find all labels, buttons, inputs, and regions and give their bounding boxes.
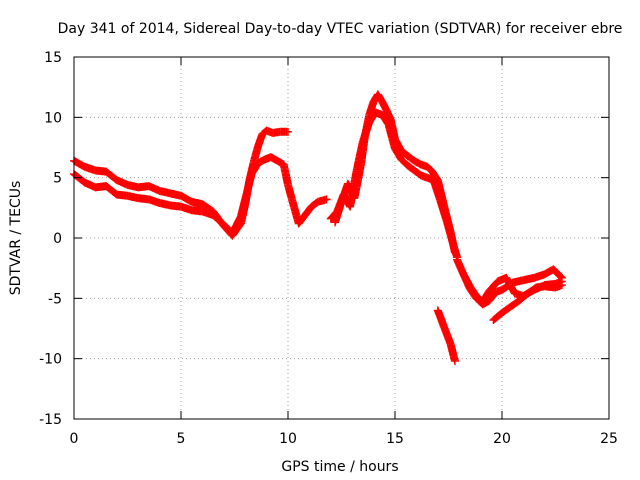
series-track-g bbox=[489, 281, 566, 325]
data-point-trail bbox=[114, 176, 131, 189]
data-point-trail bbox=[167, 189, 184, 200]
x-tick-label: 5 bbox=[177, 431, 186, 447]
data-point-trail bbox=[284, 182, 296, 204]
data-point-trail bbox=[418, 160, 430, 171]
data-point-trail bbox=[352, 138, 367, 175]
data-point-trail bbox=[280, 161, 292, 188]
data-point-trail bbox=[404, 152, 418, 164]
data-point-trail bbox=[276, 127, 291, 136]
data-point-trail bbox=[552, 281, 565, 291]
data-point-trail bbox=[453, 256, 465, 273]
data-point-trail bbox=[398, 156, 411, 169]
x-tick-label: 20 bbox=[493, 431, 511, 447]
data-point-trail bbox=[436, 196, 450, 223]
tick-layer: 0 5 10 15 20 25 -15 -10 -5 0 5 10 15 bbox=[39, 50, 618, 447]
data-point-trail bbox=[378, 98, 390, 113]
data-point-trail bbox=[383, 107, 395, 123]
data-point-trail bbox=[259, 127, 270, 138]
data-point-trail bbox=[295, 212, 309, 227]
data-point-trail bbox=[503, 275, 519, 297]
data-point-trail bbox=[411, 167, 424, 179]
data-point-trail bbox=[460, 271, 474, 290]
data-point-trail bbox=[315, 195, 330, 206]
data-layer bbox=[70, 90, 566, 366]
data-point-trail bbox=[146, 182, 163, 195]
x-axis-label: GPS time / hours bbox=[281, 459, 398, 475]
data-point-trail bbox=[490, 309, 505, 324]
y-tick-label: 5 bbox=[53, 171, 62, 187]
data-point-trail bbox=[199, 207, 216, 219]
data-point-trail bbox=[189, 198, 206, 208]
data-point-trail bbox=[411, 157, 424, 168]
data-point-trail bbox=[308, 198, 321, 210]
data-point-trail bbox=[103, 168, 120, 184]
data-point-trail bbox=[404, 162, 418, 174]
data-point-trail bbox=[365, 99, 378, 118]
y-tick-label: 15 bbox=[44, 50, 62, 66]
data-point-trail bbox=[103, 183, 120, 198]
y-axis-label: SDTVAR / TECUs bbox=[8, 181, 24, 296]
y-tick-label: -10 bbox=[39, 352, 62, 368]
data-point-trail bbox=[424, 174, 437, 184]
data-point-trail bbox=[255, 156, 268, 167]
data-point-trail bbox=[440, 324, 455, 347]
data-point-trail bbox=[398, 147, 411, 160]
data-point-trail bbox=[428, 167, 441, 183]
data-point-trail bbox=[516, 290, 531, 304]
data-point-trail bbox=[466, 283, 480, 299]
data-point-trail bbox=[430, 177, 444, 202]
x-tick-label: 10 bbox=[279, 431, 297, 447]
data-point-trail bbox=[254, 131, 266, 149]
data-point-trail bbox=[241, 171, 256, 202]
data-point-trail bbox=[418, 171, 430, 182]
series-track-h bbox=[433, 306, 459, 366]
data-point-trail bbox=[434, 307, 448, 330]
data-point-trail bbox=[210, 212, 227, 228]
data-point-trail bbox=[373, 109, 385, 119]
data-point-trail bbox=[531, 270, 548, 282]
data-point-trail bbox=[301, 203, 315, 218]
data-point-trail bbox=[327, 208, 341, 222]
y-tick-label: -15 bbox=[39, 412, 62, 428]
data-point-trail bbox=[447, 341, 459, 364]
data-point-trail bbox=[507, 297, 522, 310]
data-point-trail bbox=[550, 266, 565, 281]
data-point-trail bbox=[237, 196, 249, 219]
data-point-trail bbox=[492, 286, 505, 296]
data-point-trail bbox=[92, 166, 109, 176]
data-point-trail bbox=[385, 122, 399, 152]
data-point-trail bbox=[359, 119, 373, 145]
data-point-trail bbox=[178, 192, 195, 206]
data-point-trail bbox=[499, 303, 514, 316]
series-track-b bbox=[70, 153, 331, 238]
chart-title: Day 341 of 2014, Sidereal Day-to-day VTE… bbox=[58, 21, 623, 37]
data-point-trail bbox=[442, 217, 457, 246]
y-tick-label: -5 bbox=[48, 291, 62, 307]
data-point-trail bbox=[346, 169, 361, 210]
data-point-trail bbox=[248, 160, 262, 177]
y-tick-label: 0 bbox=[53, 231, 62, 247]
data-point-trail bbox=[424, 163, 435, 174]
data-point-trail bbox=[268, 153, 280, 164]
y-tick-label: 10 bbox=[44, 110, 62, 126]
x-tick-label: 15 bbox=[386, 431, 404, 447]
data-point-trail bbox=[274, 157, 287, 168]
data-point-trail bbox=[486, 278, 501, 294]
data-point-trail bbox=[250, 143, 262, 165]
data-point-trail bbox=[71, 157, 88, 171]
grid-layer bbox=[74, 57, 609, 419]
data-point-trail bbox=[229, 213, 245, 236]
data-point-trail bbox=[479, 288, 493, 305]
data-point-trail bbox=[374, 91, 386, 105]
data-point-trail bbox=[391, 145, 405, 163]
data-point-trail bbox=[486, 289, 499, 304]
data-point-trail bbox=[449, 240, 461, 260]
x-tick-label: 0 bbox=[70, 431, 79, 447]
data-point-trail bbox=[379, 112, 392, 128]
data-point-trail bbox=[524, 284, 539, 297]
x-tick-label: 25 bbox=[600, 431, 618, 447]
